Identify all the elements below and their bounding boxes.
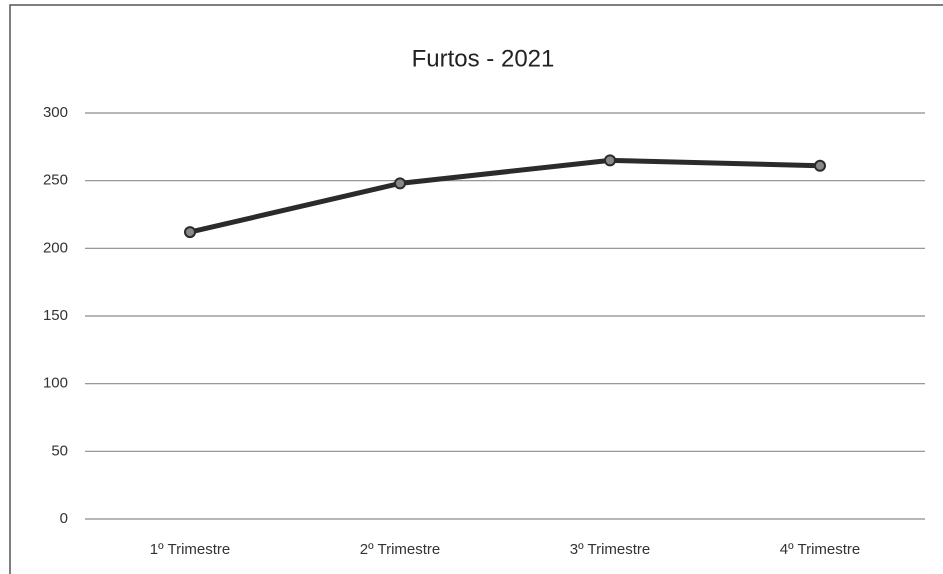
y-tick-label: 50 — [51, 442, 68, 459]
y-tick-label: 0 — [60, 510, 68, 527]
data-line — [189, 157, 821, 235]
data-point — [394, 177, 406, 190]
data-point — [814, 159, 826, 172]
y-tick-label: 100 — [43, 375, 68, 392]
chart-frame — [9, 4, 943, 574]
y-tick-label: 200 — [43, 239, 68, 256]
data-point — [604, 154, 616, 167]
data-point — [184, 226, 196, 239]
y-tick-label: 150 — [43, 307, 68, 324]
x-tick-label: 4º Trimestre — [780, 541, 861, 558]
y-tick-label: 300 — [43, 104, 68, 121]
x-tick-label: 3º Trimestre — [570, 541, 651, 558]
x-tick-label: 2º Trimestre — [360, 541, 441, 558]
chart-title: Furtos - 2021 — [412, 45, 555, 72]
y-tick-label: 250 — [43, 172, 68, 189]
x-tick-label: 1º Trimestre — [150, 541, 231, 558]
